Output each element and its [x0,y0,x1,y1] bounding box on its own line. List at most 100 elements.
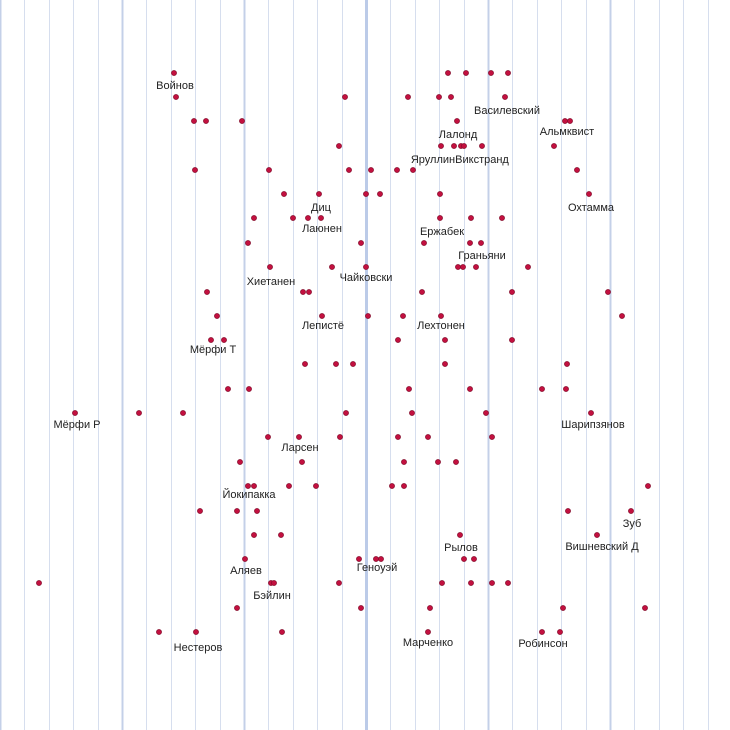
data-point [193,629,199,635]
data-point [281,191,287,197]
data-point [419,289,425,295]
data-point [645,483,651,489]
data-point [313,483,319,489]
data-point [467,386,473,392]
data-point [350,361,356,367]
data-point [72,410,78,416]
data-point [605,289,611,295]
data-point [191,118,197,124]
data-point [421,240,427,246]
data-point [245,483,251,489]
data-point [221,337,227,343]
data-point [373,556,379,562]
data-point [425,629,431,635]
data-point [192,167,198,173]
data-point [368,167,374,173]
data-point [265,434,271,440]
data-point [214,313,220,319]
data-point [395,434,401,440]
data-point [463,70,469,76]
data-point [300,289,306,295]
data-point [286,483,292,489]
player-label: Лехтонен [417,320,465,332]
player-label: Войнов [156,80,194,92]
data-point [473,264,479,270]
data-point [437,191,443,197]
data-point [239,118,245,124]
data-point [242,556,248,562]
player-label: Хиетанен [247,276,296,288]
data-point [642,605,648,611]
data-point [594,532,600,538]
data-point [562,118,568,124]
data-point [574,167,580,173]
data-point [363,264,369,270]
data-point [296,434,302,440]
data-point [337,434,343,440]
data-point [588,410,594,416]
player-label: Мёрфи Р [54,419,101,431]
data-point [439,580,445,586]
data-point [557,629,563,635]
data-point [356,556,362,562]
data-point [509,289,515,295]
data-point [279,629,285,635]
data-point [453,459,459,465]
data-point [438,143,444,149]
data-point [173,94,179,100]
data-point [197,508,203,514]
data-point [410,167,416,173]
data-point [251,215,257,221]
data-point [318,215,324,221]
data-point [436,94,442,100]
data-point [461,143,467,149]
data-point [454,118,460,124]
data-point [461,556,467,562]
data-point [389,483,395,489]
data-point [271,580,277,586]
data-point [460,264,466,270]
data-point [305,215,311,221]
data-point [505,580,511,586]
data-point [455,264,461,270]
data-point [254,508,260,514]
data-point [409,410,415,416]
data-point [136,410,142,416]
data-point [586,191,592,197]
data-point [342,94,348,100]
data-point [560,605,566,611]
data-point [564,361,570,367]
player-label: Мёрфи Т [190,344,237,356]
data-point [448,94,454,100]
data-point [565,508,571,514]
player-label: Викстранд [455,154,509,166]
data-point [427,605,433,611]
player-label: Ержабек [420,226,464,238]
data-point [319,313,325,319]
player-label: Аляев [230,565,262,577]
data-point [442,337,448,343]
player-label: Нестеров [174,642,223,654]
data-point [237,459,243,465]
data-point [628,508,634,514]
data-point [377,191,383,197]
data-point [445,70,451,76]
data-point [299,459,305,465]
data-point [306,289,312,295]
player-label: Марченко [403,637,453,649]
data-point [395,337,401,343]
data-point [225,386,231,392]
data-point [316,191,322,197]
data-point [401,483,407,489]
data-point [266,167,272,173]
player-label: Рылов [444,542,478,554]
data-point [437,215,443,221]
player-label: Робинсон [518,638,567,650]
data-point [245,240,251,246]
data-point [346,167,352,173]
data-point [358,605,364,611]
data-points [36,70,651,635]
player-label: Диц [311,202,332,214]
